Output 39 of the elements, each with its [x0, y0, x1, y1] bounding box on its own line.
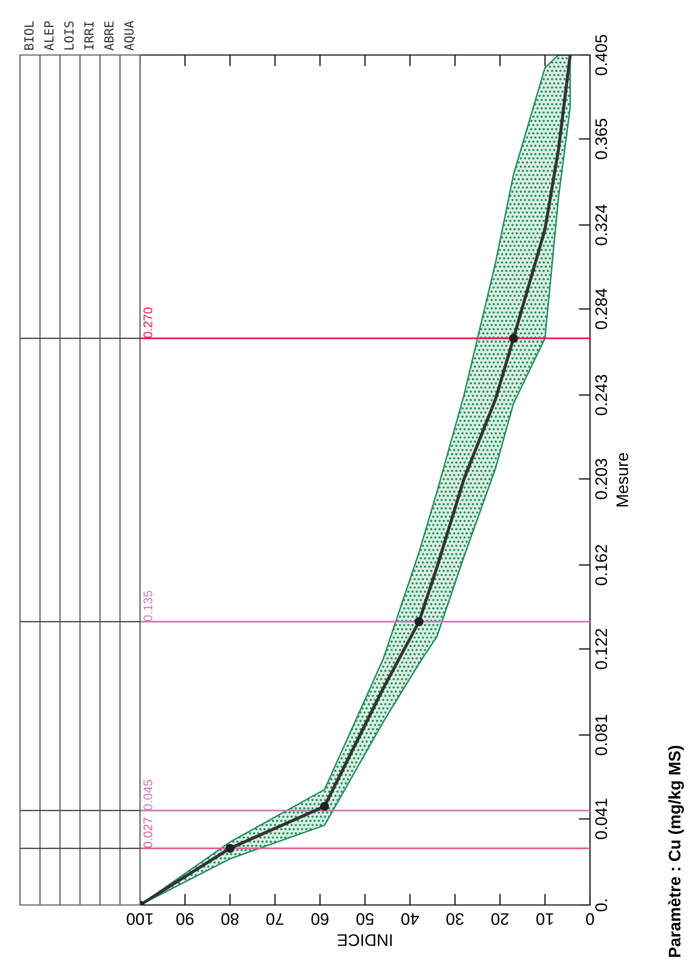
x-tick-label: 30: [446, 913, 464, 925]
x-tick-label: 20: [491, 913, 508, 925]
x-tick-label: 0: [586, 913, 594, 925]
y-tick-label: 0.324: [595, 204, 608, 246]
x-tick-label: 40: [401, 913, 419, 925]
y-tick-label: 0.203: [595, 458, 608, 500]
x-tick-label: 100: [126, 913, 153, 925]
ref-line-label: 0.045: [143, 780, 152, 810]
y-tick-label: 0.284: [595, 288, 608, 330]
text: AQUA: [124, 20, 136, 51]
y-tick-label: 0.: [595, 900, 608, 912]
text: ALEP: [44, 21, 54, 51]
x-tick-label: 60: [311, 913, 328, 925]
text: LOIS: [64, 21, 74, 50]
x-tick-label: 90: [176, 913, 194, 925]
y-tick-label: 0.365: [595, 118, 608, 160]
point: [509, 334, 518, 343]
y-tick-label: 0.162: [595, 544, 608, 586]
ref-line-label: 0.270: [143, 308, 152, 338]
x-tick-label: 80: [221, 913, 239, 925]
text: ABRE: [104, 21, 114, 51]
text: BIOL: [24, 21, 34, 50]
y-tick-label: 0.122: [595, 628, 608, 670]
point: [320, 802, 329, 811]
ref-line-label: 0.027: [143, 818, 152, 848]
y-tick-label: 0.081: [595, 714, 608, 756]
text: Paramètre : Cu (mg/kg MS): [668, 746, 684, 957]
y-tick-label: 0.243: [595, 374, 608, 416]
x-tick-label: 50: [356, 913, 374, 925]
x-axis-title: INDICE: [337, 934, 392, 946]
point: [226, 844, 234, 853]
x-tick-label: 70: [266, 913, 284, 925]
x-tick-label: 10: [536, 913, 553, 925]
point: [414, 617, 424, 626]
y-tick-label: 0.041: [595, 798, 608, 840]
y-axis-title: Mesure: [616, 452, 628, 506]
text: IRRI: [84, 22, 94, 50]
y-tick-label: 0.405: [595, 34, 608, 76]
ref-line-label: 0.135: [143, 590, 152, 622]
